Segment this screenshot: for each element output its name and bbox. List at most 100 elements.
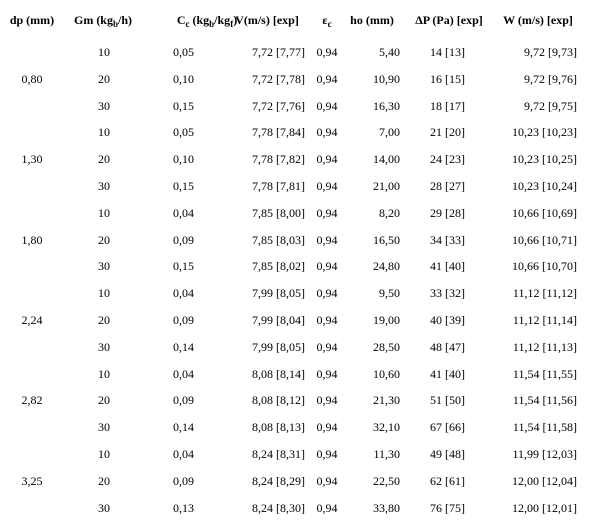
- subscript: c: [327, 19, 332, 29]
- table-cell: 7,99 [8,05]: [252, 339, 305, 354]
- table-cell: 0,94: [316, 152, 338, 167]
- table-cell: 10: [98, 286, 110, 301]
- table-cell: 16,50: [373, 232, 400, 247]
- header-text: V(m/s) [exp]: [235, 13, 299, 27]
- table-cell: 21,00: [373, 179, 400, 193]
- table-cell: 0,15: [173, 98, 194, 113]
- table-cell: 8,24 [8,30]: [252, 500, 305, 515]
- header-text: ε: [322, 13, 328, 27]
- table-cell: 0,94: [316, 286, 338, 301]
- table-cell: 0,94: [316, 473, 338, 488]
- table-cell: 34 [33]: [430, 232, 465, 247]
- table-cell: 30: [98, 339, 110, 354]
- table-cell: 11,54 [11,55]: [512, 366, 577, 381]
- table-cell: 9,72 [9,75]: [524, 98, 577, 113]
- table-cell: 10,23 [10,25]: [512, 152, 577, 167]
- table-cell: 7,99 [8,04]: [252, 313, 305, 327]
- table-cell: 16,30: [373, 98, 400, 113]
- table-cell: 0,94: [316, 259, 338, 274]
- column-header: εc: [322, 13, 332, 29]
- table-cell: 0,94: [316, 45, 338, 59]
- table-cell: 30: [98, 259, 110, 274]
- table-cell: 0,94: [316, 420, 338, 435]
- table-cell: 0,05: [173, 45, 194, 59]
- table-cell: 10,90: [373, 71, 400, 86]
- table-cell: 0,10: [173, 71, 194, 86]
- header-text: W (m/s) [exp]: [503, 13, 573, 27]
- table-cell: 30: [98, 500, 110, 515]
- table-cell: 20: [98, 152, 110, 167]
- table-cell: 0,09: [173, 313, 194, 327]
- table-cell: 24,80: [373, 259, 400, 274]
- table-cell: 14,00: [373, 152, 400, 167]
- table-cell: 7,00: [379, 125, 400, 140]
- table-cell: 7,78 [7,82]: [252, 152, 305, 167]
- table-cell: 7,85 [8,00]: [252, 205, 305, 220]
- column-header: ΔP (Pa) [exp]: [415, 13, 483, 27]
- table-cell: 10: [98, 125, 110, 140]
- subscript: b: [209, 19, 215, 29]
- table-cell: 11,12 [11,12]: [512, 286, 577, 301]
- table-cell: 10: [98, 366, 110, 381]
- dp-value: 1,80: [21, 232, 43, 247]
- table-cell: 30: [98, 98, 110, 113]
- column-header: Gm (kgb/h): [74, 13, 133, 29]
- table-cell: 40 [39]: [430, 313, 465, 327]
- table-cell: 10,60: [373, 366, 400, 381]
- table-cell: 76 [75]: [430, 500, 465, 515]
- table-cell: 0,09: [173, 232, 194, 247]
- header-text: /kg: [214, 13, 231, 27]
- table-cell: 8,08 [8,14]: [252, 366, 305, 381]
- table-cell: 10,66 [10,70]: [512, 259, 577, 274]
- table-cell: 67 [66]: [430, 420, 465, 435]
- table-cell: 0,04: [173, 205, 194, 220]
- table-cell: 10,23 [10,23]: [512, 125, 577, 140]
- table-cell: 21 [20]: [430, 125, 465, 140]
- table-cell: 0,94: [316, 366, 338, 381]
- table-cell: 18 [17]: [430, 98, 465, 113]
- subscript: b: [112, 19, 118, 29]
- table-cell: 0,10: [173, 152, 194, 167]
- table-cell: 0,14: [173, 420, 194, 435]
- column-header: Cc (kgb/kgf): [177, 13, 237, 29]
- table-cell: 7,85 [8,02]: [252, 259, 305, 274]
- table-cell: 0,15: [173, 259, 194, 274]
- table-cell: 33,80: [373, 500, 400, 515]
- table-cell: 49 [48]: [430, 447, 465, 461]
- column-header: dp (mm): [10, 13, 54, 27]
- table-cell: 11,54 [11,58]: [512, 420, 577, 435]
- table-cell: 9,50: [379, 286, 400, 301]
- table-cell: 8,24 [8,29]: [252, 473, 305, 488]
- table-cell: 0,94: [316, 232, 338, 247]
- table-cell: 10: [98, 45, 110, 59]
- table-cell: 7,72 [7,76]: [252, 98, 305, 113]
- table-cell: 7,99 [8,05]: [252, 286, 305, 301]
- table-cell: 0,94: [316, 179, 338, 193]
- table-cell: 29 [28]: [430, 205, 465, 220]
- subscript: c: [185, 19, 190, 29]
- table-cell: 7,78 [7,81]: [252, 179, 305, 193]
- table-cell: 20: [98, 313, 110, 327]
- column-header: ho (mm): [350, 13, 394, 27]
- table-cell: 7,72 [7,78]: [252, 71, 305, 86]
- table-cell: 10,23 [10,24]: [512, 179, 577, 193]
- table-cell: 0,94: [316, 393, 338, 408]
- table-cell: 0,15: [173, 179, 194, 193]
- table-cell: 0,09: [173, 473, 194, 488]
- table-cell: 9,72 [9,76]: [524, 71, 577, 86]
- table-cell: 0,94: [316, 71, 338, 86]
- table-cell: 11,30: [373, 447, 400, 461]
- table-cell: 20: [98, 393, 110, 408]
- table-cell: 48 [47]: [430, 339, 465, 354]
- table-cell: 8,20: [379, 205, 400, 220]
- table-cell: 8,08 [8,12]: [252, 393, 305, 408]
- dp-value: 2,82: [21, 393, 43, 408]
- table-cell: 0,94: [316, 339, 338, 354]
- table-cell: 28,50: [373, 339, 400, 354]
- table-cell: 30: [98, 420, 110, 435]
- dp-value: 2,24: [21, 313, 43, 327]
- table-cell: 10,66 [10,69]: [512, 205, 577, 220]
- header-text: /h): [118, 13, 133, 27]
- header-text: ho (mm): [350, 13, 394, 27]
